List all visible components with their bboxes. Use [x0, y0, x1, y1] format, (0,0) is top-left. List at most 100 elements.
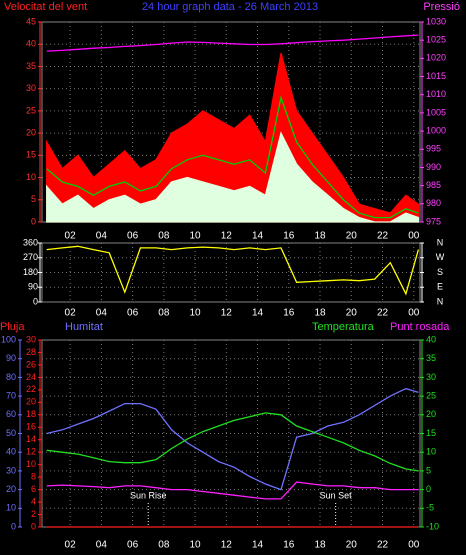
y-tick-label: 90: [6, 353, 16, 363]
x-tick-label: 14: [252, 308, 264, 319]
x-tick-label: 22: [377, 540, 389, 551]
y-tick-label: 270: [23, 252, 38, 262]
y-tick-label: N: [437, 296, 444, 306]
y-tick-label: 26: [26, 359, 36, 369]
y-tick-label: 40: [26, 39, 36, 49]
y-tick-label: 6: [31, 484, 36, 494]
y-tick-label: 30: [26, 83, 36, 93]
y-tick-label: 10: [26, 172, 36, 182]
y-tick-label: S: [437, 267, 443, 277]
y-tick-label: 1005: [426, 107, 446, 117]
x-tick-label: 14: [252, 540, 264, 551]
y-tick-label: 1025: [426, 35, 446, 45]
y-tick-label: 70: [6, 390, 16, 400]
x-tick-label: 12: [221, 231, 233, 242]
y-tick-label: 0: [33, 296, 38, 306]
y-tick-label: 30: [26, 334, 36, 344]
x-tick-label: 22: [377, 308, 389, 319]
x-tick-label: 16: [283, 231, 295, 242]
y-tick-label: 15: [426, 428, 436, 438]
x-tick-label: 04: [96, 231, 108, 242]
x-tick-label: 02: [65, 308, 77, 319]
x-tick-label: 12: [221, 540, 233, 551]
y-tick-label: 45: [26, 16, 36, 26]
x-tick-label: 16: [283, 308, 295, 319]
y-tick-label: 24: [26, 372, 36, 382]
y-tick-label: 60: [6, 409, 16, 419]
y-tick-label: -5: [426, 503, 434, 513]
y-tick-label: 1030: [426, 16, 446, 26]
y-tick-label: 25: [26, 105, 36, 115]
x-tick-label: 16: [283, 540, 295, 551]
y-tick-label: 1015: [426, 71, 446, 81]
y-tick-label: 12: [26, 447, 36, 457]
series-line: [46, 34, 419, 52]
y-tick-label: 100: [1, 334, 16, 344]
y-tick-label: 995: [426, 144, 441, 154]
y-tick-label: 25: [426, 390, 436, 400]
y-tick-label: 90: [28, 282, 38, 292]
x-tick-label: 02: [65, 540, 77, 551]
legend-label: Temperatura: [312, 321, 375, 333]
y-tick-label: 28: [26, 347, 36, 357]
x-tick-label: 12: [221, 308, 233, 319]
y-tick-label: 980: [426, 198, 441, 208]
y-tick-label: N: [437, 237, 444, 247]
y-tick-label: 5: [31, 194, 36, 204]
y-tick-label: 975: [426, 216, 441, 226]
y-tick-label: 8: [31, 472, 36, 482]
y-tick-label: 0: [426, 484, 431, 494]
legend-label: Punt rosada: [390, 321, 450, 333]
header-label: Velocitat del vent: [4, 1, 87, 13]
y-tick-label: W: [436, 252, 445, 262]
x-tick-label: 18: [314, 308, 326, 319]
x-tick-label: 18: [314, 540, 326, 551]
x-tick-label: 18: [314, 231, 326, 242]
y-tick-label: 10: [26, 459, 36, 469]
x-tick-label: 02: [65, 231, 77, 242]
y-tick-label: 50: [6, 428, 16, 438]
y-tick-label: 15: [26, 150, 36, 160]
legend-label: Humitat: [65, 321, 103, 333]
y-tick-label: 180: [23, 267, 38, 277]
y-tick-label: 30: [6, 465, 16, 475]
x-tick-label: 08: [158, 231, 170, 242]
x-tick-label: 08: [158, 540, 170, 551]
header-label: Pressió: [423, 1, 460, 13]
y-tick-label: 18: [26, 409, 36, 419]
header-label: 24 hour graph data - 26 March 2013: [142, 1, 318, 13]
x-tick-label: 06: [127, 231, 139, 242]
y-tick-label: -10: [426, 521, 439, 531]
series-line: [46, 412, 419, 472]
x-tick-label: 06: [127, 540, 139, 551]
y-tick-label: 4: [31, 496, 36, 506]
y-tick-label: 2: [31, 509, 36, 519]
x-tick-label: 10: [190, 308, 202, 319]
y-tick-label: 990: [426, 162, 441, 172]
y-tick-label: 20: [26, 127, 36, 137]
x-tick-label: 20: [346, 540, 358, 551]
annotation-label: Sun Set: [320, 490, 353, 500]
y-tick-label: 10: [426, 447, 436, 457]
x-tick-label: 20: [346, 308, 358, 319]
y-tick-label: 360: [23, 237, 38, 247]
series-line: [46, 245, 420, 296]
y-tick-label: 40: [426, 334, 436, 344]
x-tick-label: 22: [377, 231, 389, 242]
y-tick-label: 16: [26, 422, 36, 432]
y-tick-label: 1010: [426, 89, 446, 99]
x-tick-label: 00: [408, 540, 420, 551]
x-tick-label: 00: [408, 231, 420, 242]
y-tick-label: 14: [26, 434, 36, 444]
x-tick-label: 10: [190, 540, 202, 551]
x-tick-label: 00: [408, 308, 420, 319]
y-tick-label: 35: [26, 61, 36, 71]
y-tick-label: 35: [426, 353, 436, 363]
series-line: [46, 387, 419, 491]
x-tick-label: 20: [346, 231, 358, 242]
annotation-label: Sun Rise: [130, 490, 167, 500]
y-tick-label: 0: [11, 521, 16, 531]
y-tick-label: 10: [6, 503, 16, 513]
y-tick-label: 20: [26, 397, 36, 407]
